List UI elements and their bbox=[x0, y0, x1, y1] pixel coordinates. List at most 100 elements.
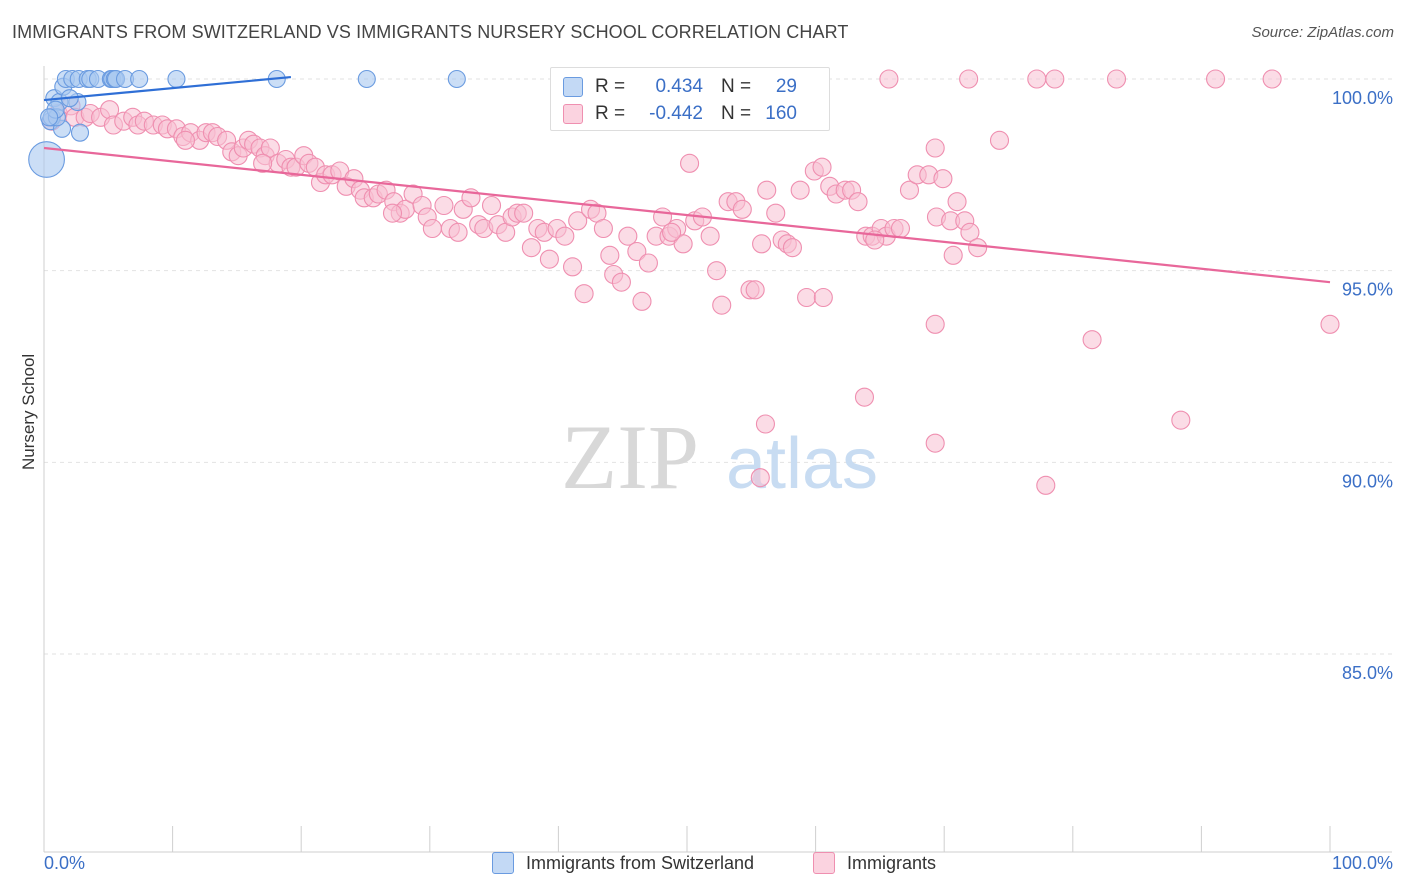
watermark: ZIP atlas bbox=[561, 406, 878, 508]
y-tick-label: 90.0% bbox=[1342, 471, 1393, 491]
data-point-switzerland bbox=[357, 69, 376, 89]
data-point-immigrants bbox=[947, 192, 967, 212]
data-point-immigrants bbox=[1171, 410, 1191, 430]
data-point-immigrants bbox=[600, 245, 620, 265]
data-point-immigrants bbox=[593, 218, 613, 239]
data-point-immigrants bbox=[925, 433, 945, 453]
data-point-immigrants bbox=[790, 180, 810, 200]
tick-labels: 100.0% 95.0% 90.0% 85.0% 0.0% 100.0% bbox=[44, 88, 1393, 873]
data-point-immigrants bbox=[854, 387, 875, 407]
data-point-immigrants bbox=[618, 226, 638, 246]
data-point-immigrants bbox=[382, 203, 403, 223]
n-value-immigrants: 160 bbox=[765, 103, 797, 124]
y-tick-label: 85.0% bbox=[1342, 663, 1393, 683]
watermark-zip: ZIP bbox=[561, 406, 699, 508]
swatch-switzerland bbox=[492, 852, 514, 874]
data-point-immigrants bbox=[943, 245, 963, 265]
data-point-switzerland bbox=[167, 69, 186, 89]
data-point-immigrants bbox=[890, 218, 911, 239]
data-point-immigrants bbox=[680, 153, 700, 173]
data-point-immigrants bbox=[1205, 69, 1226, 89]
data-point-immigrants bbox=[899, 180, 920, 200]
data-point-immigrants bbox=[750, 468, 770, 488]
legend-stats: R = 0.434 N = 29 R = -0.442 N = 160 bbox=[550, 67, 830, 131]
data-point-immigrants bbox=[752, 234, 772, 254]
data-point-immigrants bbox=[813, 287, 833, 308]
trend-line-switzerland bbox=[43, 75, 292, 102]
legend-row-immigrants: R = -0.442 N = 160 bbox=[563, 102, 797, 126]
data-point-immigrants bbox=[260, 138, 280, 158]
data-point-immigrants bbox=[782, 238, 803, 258]
data-point-immigrants bbox=[848, 192, 868, 212]
r-label: R = bbox=[595, 103, 626, 124]
data-point-immigrants bbox=[514, 203, 534, 223]
data-point-immigrants bbox=[1036, 475, 1056, 495]
data-point-immigrants bbox=[673, 234, 693, 254]
data-point-switzerland bbox=[28, 141, 65, 178]
data-point-immigrants bbox=[879, 69, 899, 89]
legend-item-immigrants: Immigrants bbox=[813, 852, 936, 874]
series-immigrants bbox=[42, 69, 1340, 495]
n-label: N = bbox=[721, 76, 752, 97]
data-point-immigrants bbox=[662, 222, 682, 242]
n-label: N = bbox=[721, 103, 752, 124]
x-tick-label: 0.0% bbox=[44, 853, 85, 873]
data-point-immigrants bbox=[1262, 69, 1282, 89]
watermark-atlas: atlas bbox=[726, 424, 878, 504]
data-point-immigrants bbox=[925, 314, 945, 334]
data-point-immigrants bbox=[968, 238, 988, 258]
data-point-immigrants bbox=[1045, 69, 1065, 89]
y-tick-label: 95.0% bbox=[1342, 280, 1393, 300]
data-point-immigrants bbox=[925, 138, 945, 158]
data-point-immigrants bbox=[611, 272, 631, 292]
legend-row-switzerland: R = 0.434 N = 29 bbox=[563, 75, 797, 99]
data-point-immigrants bbox=[797, 287, 817, 308]
data-point-immigrants bbox=[745, 280, 765, 300]
data-point-immigrants bbox=[562, 257, 583, 277]
legend-label-switzerland: Immigrants from Switzerland bbox=[526, 852, 755, 873]
y-tick-label: 100.0% bbox=[1332, 88, 1393, 108]
data-point-immigrants bbox=[574, 284, 594, 304]
r-label: R = bbox=[595, 76, 626, 97]
data-point-immigrants bbox=[700, 226, 720, 246]
data-point-immigrants bbox=[712, 295, 732, 315]
swatch-immigrants bbox=[813, 852, 835, 874]
data-point-immigrants bbox=[434, 195, 454, 216]
data-point-immigrants bbox=[632, 291, 652, 311]
data-point-switzerland bbox=[70, 123, 90, 142]
data-point-immigrants bbox=[253, 153, 273, 173]
data-point-switzerland bbox=[447, 69, 466, 89]
data-point-immigrants bbox=[757, 180, 777, 200]
data-point-immigrants bbox=[766, 203, 786, 223]
data-point-immigrants bbox=[812, 157, 832, 177]
data-point-immigrants bbox=[1082, 330, 1102, 350]
r-value-switzerland: 0.434 bbox=[655, 76, 703, 97]
data-point-immigrants bbox=[521, 238, 541, 258]
data-point-immigrants bbox=[422, 218, 442, 239]
series-switzerland bbox=[28, 69, 466, 178]
data-point-switzerland bbox=[130, 69, 149, 89]
trend-lines bbox=[43, 75, 1331, 284]
data-point-switzerland bbox=[40, 108, 59, 127]
data-point-immigrants bbox=[707, 261, 727, 281]
data-point-immigrants bbox=[732, 199, 752, 219]
data-point-immigrants bbox=[448, 222, 468, 242]
data-point-immigrants bbox=[960, 222, 980, 242]
data-point-immigrants bbox=[1106, 69, 1127, 89]
data-point-immigrants bbox=[627, 241, 647, 262]
data-point-immigrants bbox=[555, 226, 575, 246]
data-point-immigrants bbox=[989, 130, 1010, 150]
bottom-legend: Immigrants from Switzerland Immigrants bbox=[0, 852, 1406, 878]
axes bbox=[43, 66, 1392, 853]
data-point-immigrants bbox=[1320, 314, 1340, 334]
trend-line-immigrants bbox=[43, 146, 1331, 284]
data-point-immigrants bbox=[481, 195, 502, 216]
swatch-immigrants bbox=[563, 104, 583, 124]
data-point-immigrants bbox=[175, 130, 196, 150]
data-point-immigrants bbox=[638, 253, 658, 273]
chart-title: IMMIGRANTS FROM SWITZERLAND VS IMMIGRANT… bbox=[12, 22, 849, 42]
data-point-immigrants bbox=[959, 69, 979, 89]
data-point-immigrants bbox=[539, 249, 559, 269]
legend-item-switzerland: Immigrants from Switzerland bbox=[492, 852, 754, 874]
